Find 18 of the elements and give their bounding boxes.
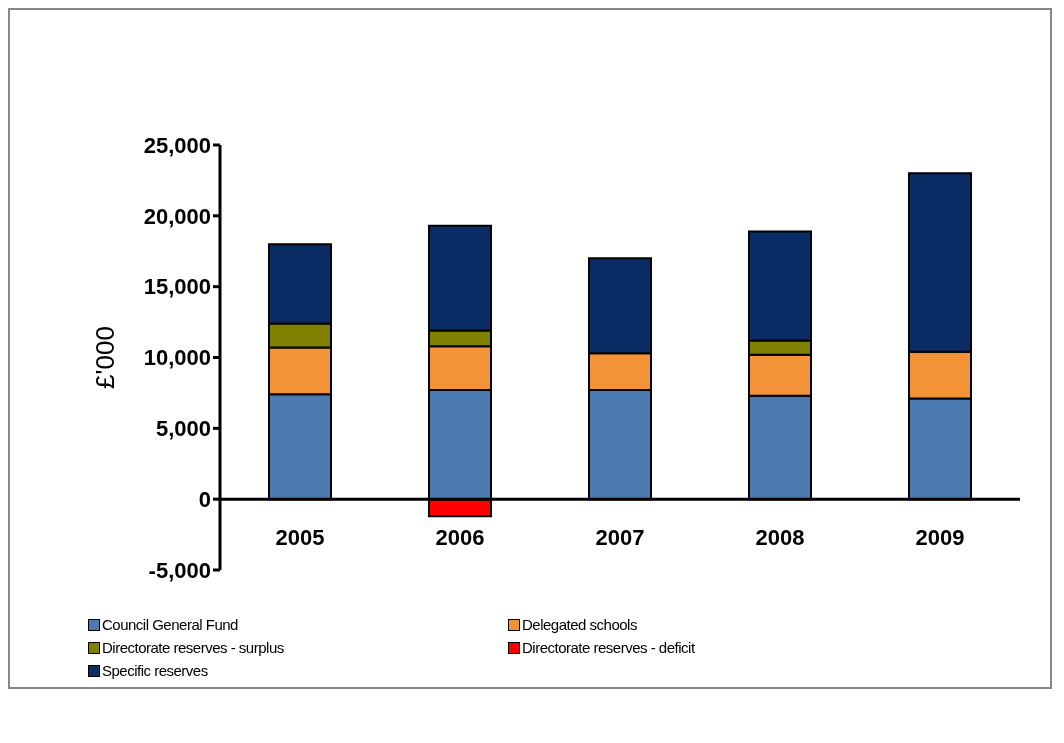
x-tick-label: 2007 [595,525,645,551]
legend-label: Specific reserves [102,662,208,679]
x-tick-label: 2008 [755,525,805,551]
y-tick-label: 10,000 [143,345,211,371]
legend-label: Council General Fund [102,616,238,633]
y-tick-label: -5,000 [148,557,211,583]
x-tick-label: 2009 [915,525,965,551]
x-tick-label: 2006 [435,525,485,551]
x-tick-label: 2005 [275,525,325,551]
y-tick-label: 15,000 [143,274,211,300]
y-tick-label: 25,000 [143,132,211,158]
y-tick-label: 20,000 [143,203,211,229]
y-tick-label: 5,000 [155,416,211,442]
y-tick-label: 0 [198,486,211,512]
legend-label: Directorate reserves - surplus [102,639,284,656]
legend-label: Directorate reserves - deficit [522,639,695,656]
y-axis-title: £'000 [90,326,121,389]
legend-label: Delegated schools [522,616,637,633]
